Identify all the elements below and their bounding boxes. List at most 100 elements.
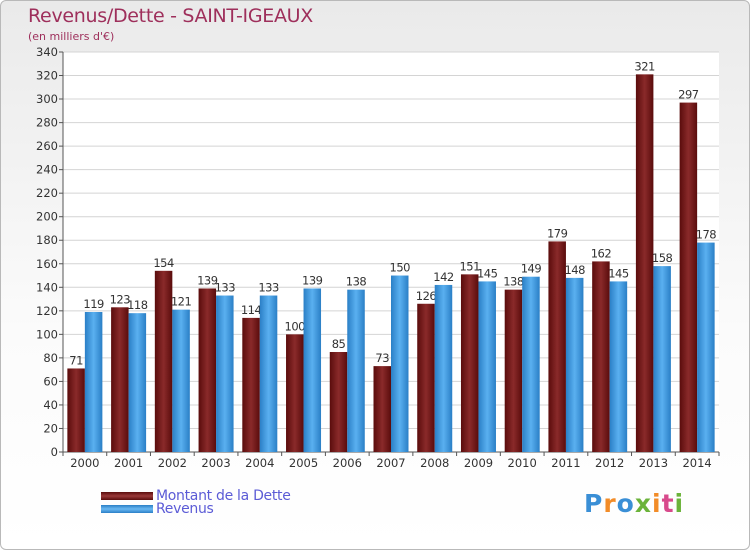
bar-revenus — [565, 277, 584, 452]
bar-dette — [67, 368, 85, 452]
y-tick-label: 160 — [36, 257, 58, 271]
x-tick-label: 2012 — [595, 456, 624, 470]
bar-revenus — [478, 281, 496, 452]
bar-revenus — [84, 312, 103, 452]
data-label: 178 — [696, 228, 717, 242]
data-label: 118 — [127, 298, 148, 312]
bar-dette — [504, 289, 523, 452]
bar-revenus — [391, 275, 409, 452]
bar-revenus — [609, 281, 628, 452]
bar-revenus — [128, 313, 147, 452]
data-label: 321 — [634, 59, 655, 73]
legend-item-revenus: Revenus — [101, 501, 214, 517]
data-label: 139 — [302, 273, 323, 287]
x-tick-label: 2011 — [551, 456, 580, 470]
data-label: 150 — [390, 261, 411, 275]
bar-revenus — [653, 266, 671, 452]
data-label: 119 — [83, 297, 104, 311]
x-tick-label: 2007 — [376, 456, 405, 470]
bar-revenus — [697, 242, 715, 452]
y-tick-label: 140 — [36, 280, 58, 294]
data-label: 139 — [197, 273, 218, 287]
y-tick-label: 240 — [36, 163, 58, 177]
bar-dette — [548, 241, 566, 452]
y-tick-label: 340 — [36, 45, 58, 59]
x-tick-label: 2006 — [333, 456, 362, 470]
y-tick-label: 120 — [36, 304, 58, 318]
data-label: 85 — [332, 337, 346, 351]
bar-dette — [242, 317, 260, 452]
bar-revenus — [216, 295, 234, 452]
data-label: 297 — [678, 88, 699, 102]
y-tick-label: 320 — [36, 69, 58, 83]
y-tick-label: 220 — [36, 186, 58, 200]
legend-label-revenus: Revenus — [156, 501, 214, 517]
data-label: 148 — [564, 263, 585, 277]
data-label: 149 — [521, 262, 542, 276]
data-label: 121 — [171, 295, 192, 309]
data-label: 151 — [459, 259, 480, 273]
y-tick-label: 60 — [43, 374, 58, 388]
data-label: 123 — [110, 292, 131, 306]
bar-dette — [286, 334, 304, 452]
data-label: 71 — [69, 353, 83, 367]
data-label: 126 — [416, 289, 437, 303]
bar-revenus — [172, 309, 190, 452]
data-label: 73 — [375, 351, 389, 365]
y-tick-label: 40 — [43, 398, 58, 412]
proxiti-logo: Proxiti — [584, 489, 685, 518]
x-tick-label: 2014 — [682, 456, 711, 470]
data-label: 162 — [591, 246, 612, 260]
y-tick-label: 200 — [36, 210, 58, 224]
x-tick-label: 2009 — [464, 456, 493, 470]
bar-dette — [592, 261, 610, 452]
x-tick-label: 2003 — [201, 456, 230, 470]
bar-dette — [154, 270, 173, 452]
data-label: 145 — [608, 266, 629, 280]
y-tick-label: 0 — [51, 445, 58, 459]
data-label: 142 — [433, 270, 454, 284]
y-tick-label: 20 — [43, 421, 58, 435]
bar-dette — [417, 303, 435, 452]
data-label: 138 — [503, 275, 524, 289]
bar-dette — [198, 288, 217, 452]
legend-swatch-debt — [101, 492, 153, 500]
y-tick-label: 280 — [36, 116, 58, 130]
data-label: 133 — [258, 281, 279, 295]
x-tick-label: 2008 — [420, 456, 449, 470]
bar-dette — [111, 307, 129, 452]
x-tick-label: 2013 — [639, 456, 668, 470]
x-tick-label: 2005 — [289, 456, 318, 470]
y-tick-label: 260 — [36, 139, 58, 153]
bar-dette — [460, 274, 479, 452]
bar-revenus — [522, 276, 540, 452]
x-tick-label: 2002 — [158, 456, 187, 470]
x-tick-label: 2000 — [70, 456, 99, 470]
legend-item-debt: Montant de la Dette — [101, 488, 291, 504]
data-label: 133 — [215, 281, 236, 295]
bar-revenus — [259, 295, 278, 452]
x-tick-label: 2010 — [508, 456, 537, 470]
data-label: 138 — [346, 275, 367, 289]
chart-subtitle: (en milliers d'€) — [28, 30, 115, 43]
y-tick-label: 100 — [36, 327, 58, 341]
bar-dette — [679, 102, 698, 453]
y-tick-label: 80 — [43, 351, 58, 365]
data-label: 154 — [153, 256, 174, 270]
data-label: 158 — [652, 251, 673, 265]
x-tick-label: 2001 — [114, 456, 143, 470]
bar-revenus — [434, 284, 453, 452]
data-label: 100 — [285, 319, 306, 333]
bar-dette — [373, 366, 391, 452]
data-label: 114 — [241, 303, 262, 317]
x-tick-label: 2004 — [245, 456, 274, 470]
bar-dette — [635, 74, 654, 453]
legend-label-debt: Montant de la Dette — [156, 488, 291, 504]
y-tick-label: 180 — [36, 233, 58, 247]
bar-revenus — [347, 289, 365, 452]
y-tick-label: 300 — [36, 92, 58, 106]
chart-title: Revenus/Dette - SAINT-IGEAUX — [28, 5, 313, 27]
legend-swatch-revenus — [101, 505, 153, 513]
